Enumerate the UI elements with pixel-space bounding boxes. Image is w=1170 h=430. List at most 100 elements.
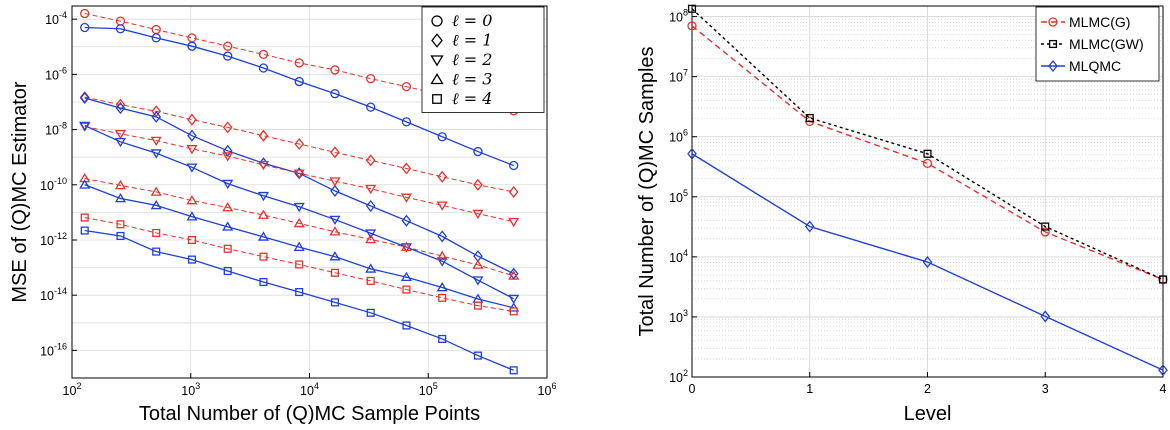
data-point-level-2-mc: [293, 169, 305, 179]
data-point-level-4-qmc: [402, 321, 411, 330]
data-point-level-0-qmc: [187, 41, 197, 51]
x-tick-label: 103: [181, 381, 200, 398]
data-point-level-0-qmc: [151, 33, 161, 43]
y-tick-label: 108: [669, 8, 688, 25]
x-tick-label: 1: [806, 382, 813, 396]
legend-box: [421, 6, 545, 113]
data-point-level-4-mc: [438, 293, 447, 302]
data-point-level-2-mc: [257, 160, 270, 171]
data-point-level-2-qmc: [293, 202, 305, 213]
data-point-mlqmc: [1158, 364, 1168, 377]
legend-label: ℓ = 4: [452, 89, 492, 108]
data-point-level-4-mc: [509, 307, 518, 316]
data-point-level-2-qmc: [508, 294, 520, 305]
legend-label: ℓ = 1: [452, 31, 492, 50]
data-point-level-3-mc: [436, 250, 448, 260]
data-point-level-2-qmc: [329, 215, 341, 226]
data-point-level-4-qmc: [187, 255, 197, 264]
legend-marker-diamond: [1048, 59, 1058, 73]
data-point-level-4-mc: [473, 301, 483, 310]
data-point-mlqmc: [1040, 310, 1051, 323]
data-point-level-1-mc: [115, 98, 126, 111]
data-point-level-1-mc: [401, 162, 412, 175]
data-point-level-4-qmc: [330, 298, 340, 307]
series-line-level-4-qmc: [84, 229, 514, 371]
y-tick-label: 104: [669, 248, 688, 265]
legend-label: ℓ = 0: [452, 11, 492, 30]
data-point-level-3-mc: [186, 195, 198, 205]
x-tick-label: 0: [689, 382, 696, 396]
x-tick-label: 105: [419, 381, 438, 398]
data-point-mlmc-gw: [805, 113, 814, 123]
data-point-mlmc-gw: [1158, 275, 1168, 284]
data-point-level-0-qmc: [294, 76, 304, 87]
y-tick-label: 10-16: [40, 341, 67, 358]
y-tick-label: 10-4: [45, 10, 67, 27]
data-point-level-4-mc: [402, 285, 411, 294]
data-point-level-1-mc: [437, 170, 448, 183]
data-point-level-2-mc: [508, 217, 520, 228]
data-point-level-3-mc: [293, 217, 305, 228]
legend-label: ℓ = 2: [452, 50, 492, 69]
data-point-level-4-qmc: [80, 226, 89, 235]
data-point-level-3-mc: [114, 179, 127, 190]
data-point-level-1-qmc: [365, 199, 376, 213]
series-line-level-3-qmc: [84, 184, 514, 309]
data-point-mlmc-g: [687, 21, 697, 31]
data-point-level-4-qmc: [473, 351, 483, 360]
data-point-level-3-qmc: [79, 179, 91, 189]
y-tick-label: 103: [669, 308, 688, 325]
data-point-level-4-qmc: [116, 231, 125, 241]
data-point-level-0-qmc: [330, 89, 340, 99]
data-point-level-2-mc: [472, 209, 484, 220]
legend-marker-square: [432, 94, 442, 104]
data-point-level-4-mc: [259, 252, 268, 261]
series-line-level-2-qmc: [84, 124, 514, 300]
legend-label: MLQMC: [1069, 58, 1121, 74]
data-point-mlmc-gw: [687, 4, 697, 13]
x-tick-label: 102: [63, 381, 82, 398]
data-point-level-1-qmc: [187, 129, 197, 142]
data-point-level-2-mc: [365, 184, 377, 195]
series-line-mlmc-g: [691, 25, 1164, 281]
y-axis-label: MSE of (Q)MC Estimator: [9, 81, 31, 302]
y-tick-label: 105: [669, 188, 688, 205]
data-point-level-2-qmc: [365, 229, 377, 239]
data-point-mlmc-g: [1040, 227, 1050, 237]
data-point-level-0-qmc: [223, 51, 233, 61]
data-point-level-0-mc: [366, 73, 376, 84]
legend-marker-circle: [431, 15, 443, 27]
data-point-level-1-mc: [508, 185, 519, 198]
right-chart-samples: 0 1 2 3 4 102 103 104 105 106 107 108 Level Total Num…: [636, 4, 1168, 425]
data-point-level-0-qmc: [437, 132, 447, 142]
left-chart-mse: 102 103 104 105 106 10-16 10-14 10-12 10-10 10-8 1…: [9, 5, 557, 425]
data-point-level-3-qmc: [508, 302, 520, 312]
data-point-level-0-mc: [223, 41, 233, 51]
data-point-level-2-qmc: [79, 121, 91, 132]
data-point-level-1-mc: [294, 137, 305, 151]
data-point-level-3-qmc: [293, 241, 305, 252]
data-point-level-2-mc: [222, 152, 234, 162]
data-point-level-3-qmc: [400, 271, 412, 282]
data-point-level-0-qmc: [115, 24, 126, 34]
data-point-level-3-qmc: [365, 263, 377, 273]
series-line-level-0-mc: [84, 13, 514, 112]
data-point-level-3-mc: [222, 202, 234, 212]
data-point-level-3-mc: [150, 186, 162, 196]
data-point-level-0-qmc: [509, 160, 519, 171]
data-point-level-3-mc: [400, 241, 412, 252]
data-point-level-1-mc: [222, 121, 233, 134]
data-point-level-4-qmc: [295, 287, 304, 297]
data-point-level-4-qmc: [509, 366, 518, 375]
legend-marker-circle: [1048, 17, 1058, 27]
data-point-level-2-qmc: [436, 257, 448, 267]
data-point-level-4-mc: [187, 235, 197, 245]
legend-marker-triangle-up: [430, 72, 444, 85]
data-point-level-0-qmc: [473, 146, 483, 157]
data-point-level-3-qmc: [436, 282, 448, 292]
data-point-level-1-mc: [473, 178, 483, 191]
data-point-level-4-mc: [330, 268, 340, 277]
x-tick-label: 106: [538, 381, 557, 398]
data-point-level-2-mc: [150, 136, 162, 147]
